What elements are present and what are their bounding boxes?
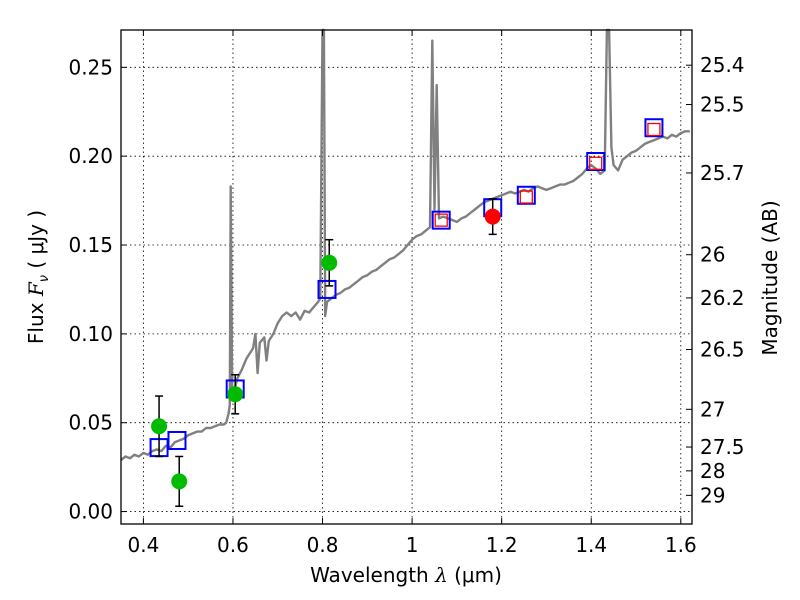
model-photometry-square bbox=[644, 118, 664, 138]
model-photometry-square bbox=[431, 210, 451, 230]
x-tick-label: 1.4 bbox=[575, 533, 607, 557]
y2-tick-label: 27.5 bbox=[700, 435, 745, 459]
x-tick-label: 0.6 bbox=[217, 533, 249, 557]
y-tick-label: 0.10 bbox=[68, 322, 113, 346]
y2-tick-label: 26.2 bbox=[700, 286, 745, 310]
model-photometry-square-red bbox=[434, 213, 448, 227]
model-photometry-square bbox=[167, 430, 187, 450]
x-tick-label: 1.2 bbox=[486, 533, 518, 557]
model-photometry-square-red bbox=[589, 156, 603, 170]
y2-axis-label: Magnitude (AB) bbox=[758, 200, 782, 355]
model-photometry-square bbox=[516, 185, 536, 205]
model-photometry-square bbox=[586, 151, 606, 171]
x-tick-label: 1 bbox=[406, 533, 419, 557]
ticks: 0.4 0.6 0.8 1 1.2 1.4 1.6 0.00 0.05 0.10 0.15 0.20 0… bbox=[68, 30, 745, 557]
observed-point-green bbox=[171, 473, 188, 490]
y2-tick-label: 28 bbox=[700, 459, 725, 483]
y2-tick-label: 26 bbox=[700, 243, 725, 267]
model-photometry-square-red bbox=[519, 190, 533, 204]
y-tick-label: 0.00 bbox=[68, 500, 113, 524]
x-tick-label: 0.8 bbox=[307, 533, 339, 557]
y-tick-label: 0.20 bbox=[68, 144, 113, 168]
y2-tick-label: 29 bbox=[700, 483, 725, 507]
y2-tick-label: 25.4 bbox=[700, 53, 745, 77]
x-axis-label: Wavelength λ (μm) bbox=[310, 563, 502, 587]
y2-tick-label: 25.7 bbox=[700, 161, 745, 185]
y-tick-label: 0.25 bbox=[68, 55, 113, 79]
spectrum-line bbox=[120, 28, 690, 461]
markers bbox=[149, 118, 664, 507]
x-tick-label: 0.4 bbox=[127, 533, 159, 557]
observed-point-green bbox=[321, 254, 338, 271]
observed-point-green bbox=[227, 386, 244, 403]
spectrum bbox=[120, 28, 690, 461]
observed-point-green bbox=[151, 418, 168, 435]
y2-tick-label: 27 bbox=[700, 397, 725, 421]
plot-frame bbox=[120, 29, 693, 525]
x-tick-label: 1.6 bbox=[665, 533, 697, 557]
model-photometry-square-red bbox=[647, 122, 661, 137]
y2-tick-label: 26.5 bbox=[700, 337, 745, 361]
y-tick-label: 0.05 bbox=[68, 411, 113, 435]
observed-point-red bbox=[484, 208, 501, 225]
y-axis-label: Flux Fν ( μJy ) bbox=[24, 210, 52, 344]
model-photometry-square bbox=[317, 279, 337, 299]
y-tick-label: 0.15 bbox=[68, 233, 113, 257]
y2-tick-label: 25.5 bbox=[700, 92, 745, 116]
